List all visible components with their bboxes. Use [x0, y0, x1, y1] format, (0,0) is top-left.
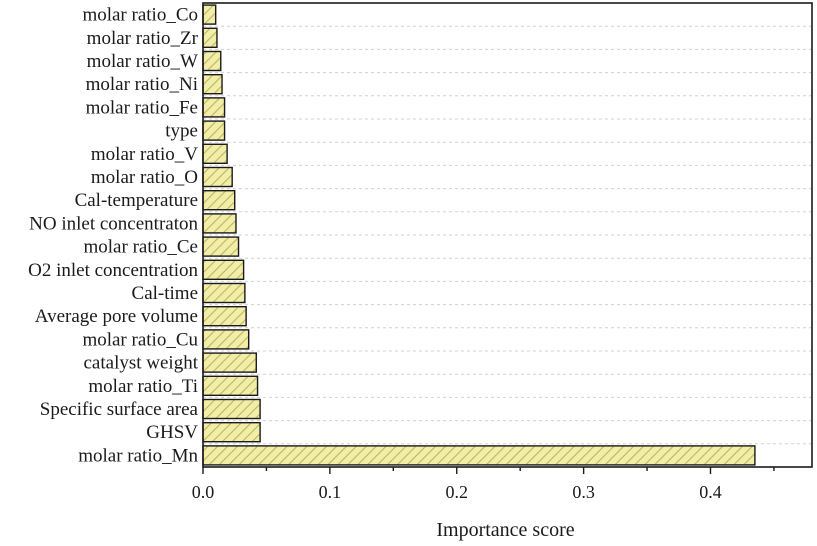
x-tick-label: 0.3: [572, 482, 595, 502]
bar-molar-ratio-fe: [202, 97, 226, 118]
bar-o2-inlet-concentration: [202, 259, 245, 281]
bar-molar-ratio-ni: [202, 73, 223, 95]
bar-molar-ratio-ce: [202, 236, 240, 257]
bar-molar-ratio-o: [202, 166, 233, 188]
category-label: Cal-temperature: [75, 190, 198, 211]
bar-molar-ratio-cu: [202, 329, 250, 350]
bar-ghsv: [202, 421, 261, 443]
bar-cal-time: [202, 282, 246, 304]
category-label: Average pore volume: [35, 306, 198, 327]
bar-molar-ratio-ti: [202, 375, 259, 397]
category-label: Specific surface area: [40, 399, 199, 420]
category-label: molar ratio_Zr: [87, 28, 199, 49]
bar-no-inlet-concentraton: [202, 213, 237, 234]
x-tick-label: 0.2: [446, 482, 469, 502]
bar-type: [202, 120, 226, 141]
category-label: type: [165, 121, 198, 142]
category-label: O2 inlet concentration: [28, 260, 198, 281]
plot-frame: [202, 2, 813, 468]
category-label: catalyst weight: [84, 353, 199, 374]
x-tick-label: 0.1: [319, 482, 342, 502]
category-label: molar ratio_Cu: [82, 329, 198, 350]
category-label: molar ratio_Ni: [86, 74, 198, 95]
bar-molar-ratio-mn: [202, 445, 756, 466]
category-label: molar ratio_Ti: [88, 376, 198, 397]
x-axis-title: Importance score: [436, 519, 574, 541]
category-label: molar ratio_Co: [82, 5, 198, 26]
x-tick-label: 0.4: [699, 482, 722, 502]
category-label: molar ratio_Mn: [78, 445, 198, 466]
bar-molar-ratio-v: [202, 143, 228, 165]
bar-molar-ratio-w: [202, 50, 222, 72]
category-label: GHSV: [146, 422, 198, 443]
category-label: Cal-time: [132, 283, 198, 304]
bar-molar-ratio-zr: [202, 27, 218, 49]
x-tick-label: 0.0: [192, 482, 215, 502]
bar-catalyst-weight: [202, 352, 257, 373]
bar-cal-temperature: [202, 189, 236, 211]
category-label: NO inlet concentraton: [29, 213, 198, 234]
grid-lines: [203, 25, 812, 445]
category-label: molar ratio_V: [91, 144, 198, 165]
category-label: molar ratio_W: [87, 51, 198, 72]
bar-specific-surface-area: [202, 398, 261, 420]
category-label: molar ratio_Fe: [86, 97, 198, 118]
bar-average-pore-volume: [202, 305, 247, 327]
bar-molar-ratio-co: [202, 4, 217, 25]
category-label: molar ratio_Ce: [84, 237, 199, 258]
x-axis-ticks: 0.0 0.1 0.2 0.3 0.4: [192, 467, 775, 502]
category-label: molar ratio_O: [91, 167, 198, 188]
